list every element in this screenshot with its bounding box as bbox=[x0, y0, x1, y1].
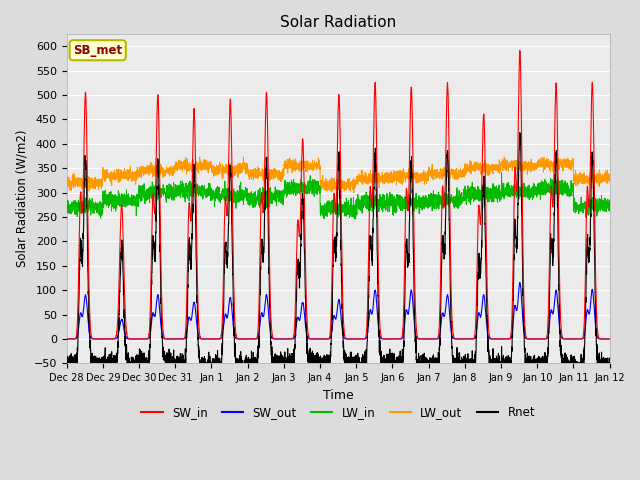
Text: SB_met: SB_met bbox=[73, 44, 122, 57]
Legend: SW_in, SW_out, LW_in, LW_out, Rnet: SW_in, SW_out, LW_in, LW_out, Rnet bbox=[136, 401, 540, 423]
Title: Solar Radiation: Solar Radiation bbox=[280, 15, 396, 30]
Y-axis label: Solar Radiation (W/m2): Solar Radiation (W/m2) bbox=[15, 130, 28, 267]
X-axis label: Time: Time bbox=[323, 389, 353, 402]
